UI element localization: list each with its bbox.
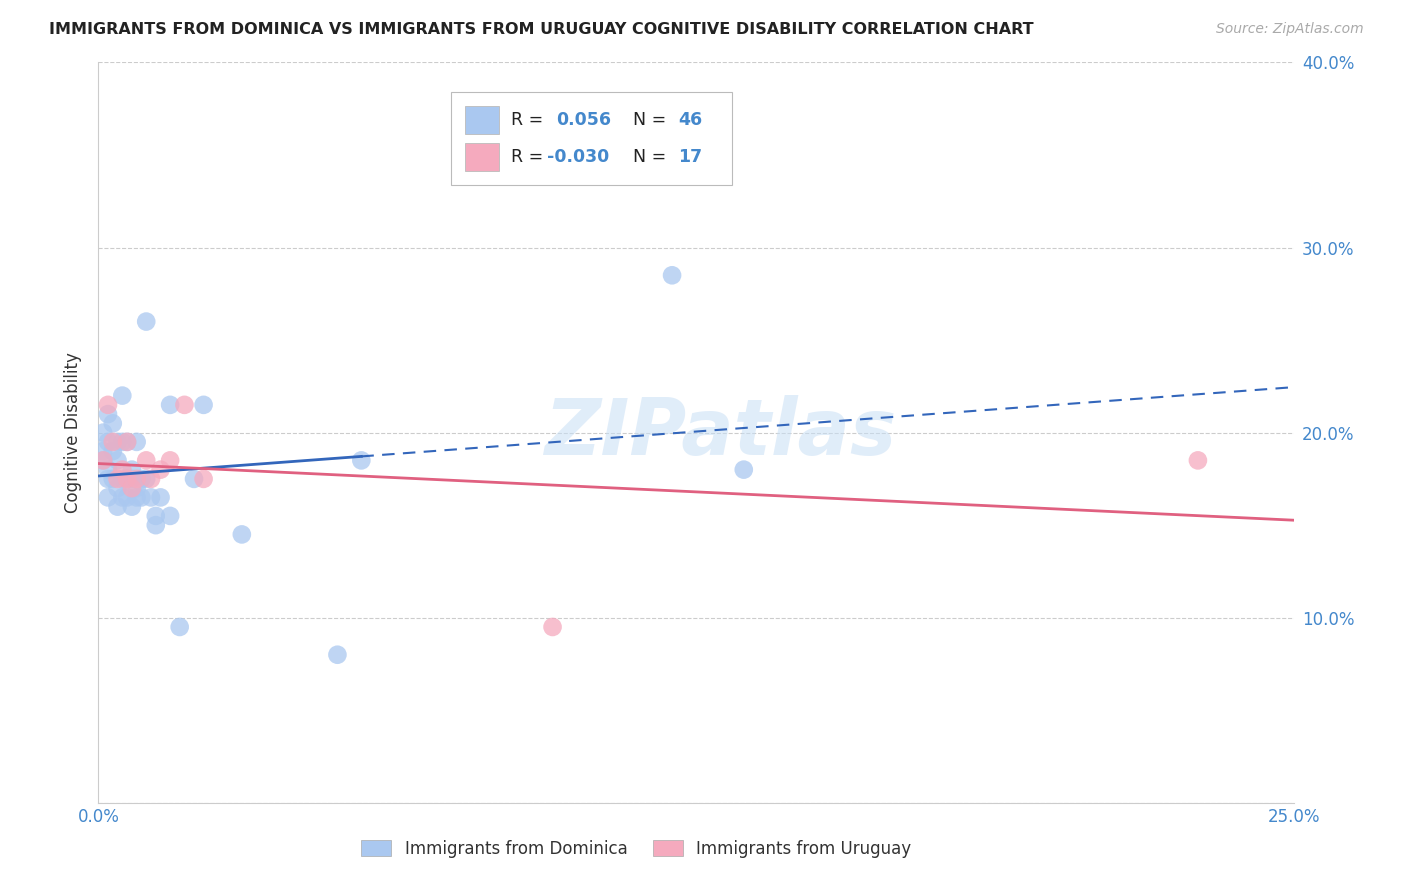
Point [131, 491, 153, 505]
Point [326, 648, 349, 662]
Point [183, 472, 205, 486]
Point [125, 434, 148, 449]
FancyBboxPatch shape [465, 143, 499, 171]
Point [135, 472, 157, 486]
Point [115, 434, 138, 449]
Point [125, 472, 148, 486]
Point [101, 444, 124, 458]
Point [111, 434, 134, 449]
Point [145, 508, 167, 523]
Text: 0.056: 0.056 [557, 112, 612, 129]
Point [149, 462, 172, 476]
Point [107, 500, 129, 514]
Point [125, 491, 148, 505]
Point [121, 500, 143, 514]
Point [125, 481, 148, 495]
Point [97, 407, 120, 421]
Y-axis label: Cognitive Disability: Cognitive Disability [65, 352, 83, 513]
Point [111, 462, 134, 476]
Point [107, 434, 129, 449]
Point [169, 620, 191, 634]
Point [1187, 453, 1209, 467]
Point [159, 508, 181, 523]
Text: R =: R = [510, 148, 548, 166]
Point [159, 453, 181, 467]
Point [541, 620, 564, 634]
Point [121, 472, 143, 486]
Point [111, 388, 134, 402]
Point [115, 434, 138, 449]
Text: 17: 17 [678, 148, 702, 166]
Point [101, 472, 124, 486]
Point [101, 417, 124, 431]
Point [107, 481, 129, 495]
Text: 46: 46 [678, 112, 702, 129]
Text: ZIPatlas: ZIPatlas [544, 394, 896, 471]
Point [115, 472, 138, 486]
Point [139, 472, 162, 486]
Point [107, 453, 129, 467]
Point [159, 398, 181, 412]
Point [149, 491, 172, 505]
Point [173, 398, 195, 412]
Text: N =: N = [621, 112, 672, 129]
Point [115, 472, 138, 486]
Point [121, 481, 143, 495]
Point [733, 462, 755, 476]
Point [135, 453, 157, 467]
Point [115, 491, 138, 505]
Text: N =: N = [621, 148, 672, 166]
Point [139, 491, 162, 505]
Point [97, 462, 120, 476]
Point [97, 472, 120, 486]
Point [145, 518, 167, 533]
Point [101, 434, 124, 449]
Point [111, 491, 134, 505]
Text: R =: R = [510, 112, 548, 129]
Point [91, 453, 114, 467]
Text: Source: ZipAtlas.com: Source: ZipAtlas.com [1216, 22, 1364, 37]
Point [121, 462, 143, 476]
Point [131, 472, 153, 486]
Point [97, 491, 120, 505]
Point [231, 527, 253, 541]
Point [91, 453, 114, 467]
Point [91, 444, 114, 458]
Point [91, 425, 114, 440]
Point [111, 472, 134, 486]
FancyBboxPatch shape [451, 92, 733, 185]
Point [350, 453, 373, 467]
Point [97, 398, 120, 412]
Point [193, 398, 215, 412]
Point [135, 314, 157, 328]
Point [107, 472, 129, 486]
Point [661, 268, 683, 283]
Text: -0.030: -0.030 [547, 148, 609, 166]
Point [193, 472, 215, 486]
FancyBboxPatch shape [465, 106, 499, 135]
Point [97, 434, 120, 449]
Text: IMMIGRANTS FROM DOMINICA VS IMMIGRANTS FROM URUGUAY COGNITIVE DISABILITY CORRELA: IMMIGRANTS FROM DOMINICA VS IMMIGRANTS F… [49, 22, 1033, 37]
Legend: Immigrants from Dominica, Immigrants from Uruguay: Immigrants from Dominica, Immigrants fro… [354, 833, 918, 865]
